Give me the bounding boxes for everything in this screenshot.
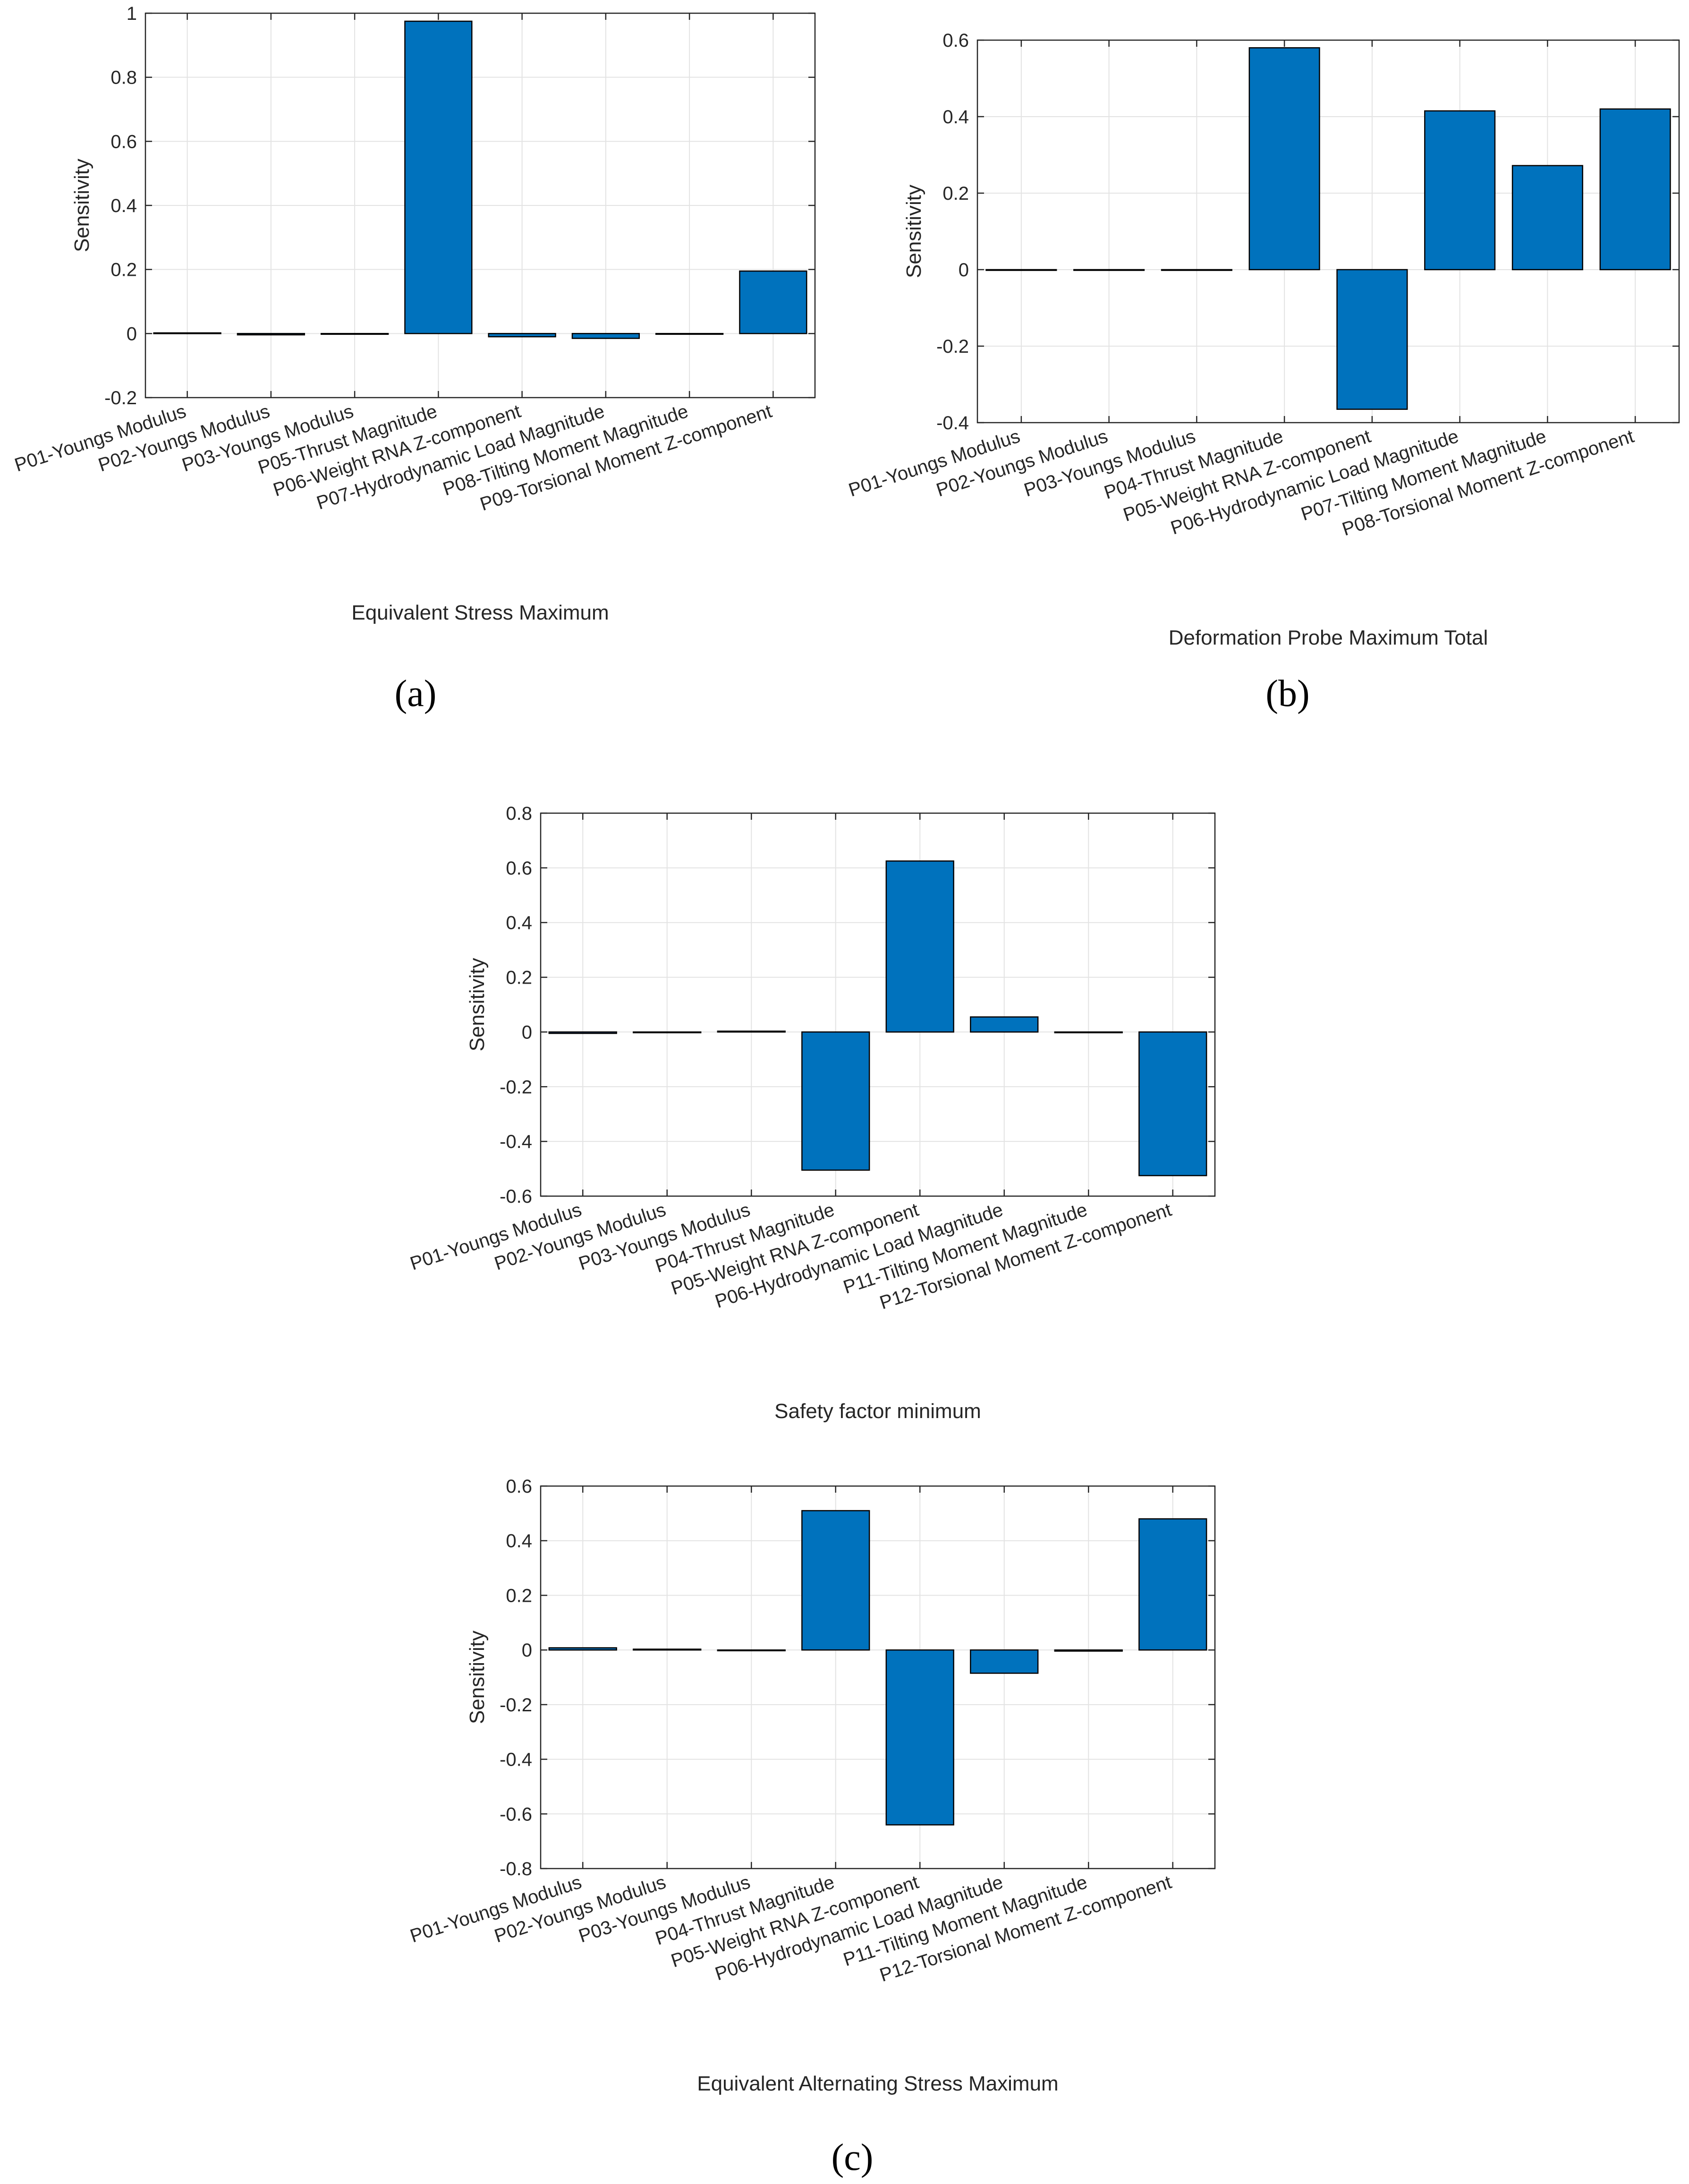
- panel-label-c: (c): [832, 2137, 874, 2178]
- bar-4: [1248, 47, 1320, 271]
- y-axis-label: Sensitivity: [466, 958, 489, 1051]
- bar-7: [1511, 165, 1583, 271]
- y-tick-label: 0.4: [506, 1531, 532, 1552]
- y-tick-label: -0.2: [500, 1695, 532, 1716]
- x-axis-label: Safety factor minimum: [774, 1400, 981, 1423]
- y-tick-label: 0.4: [506, 913, 532, 934]
- y-tick-label: 0.6: [942, 30, 969, 51]
- bar-2: [237, 333, 306, 336]
- bar-2: [633, 1031, 702, 1034]
- y-tick-label: 0.4: [942, 107, 969, 127]
- y-tick-label: 1: [127, 3, 137, 24]
- y-tick-label: 0.6: [110, 131, 137, 152]
- bar-5: [885, 860, 954, 1033]
- axes-box: [540, 1485, 1216, 1870]
- bar-7: [1054, 1031, 1123, 1034]
- bar-5: [1336, 269, 1408, 410]
- y-axis-label: Sensitivity: [70, 159, 93, 252]
- bar-7: [1054, 1649, 1123, 1652]
- y-tick-label: -0.4: [500, 1750, 532, 1770]
- bar-1: [548, 1647, 617, 1651]
- plot-area: [541, 1486, 1215, 1869]
- bar-1: [985, 269, 1057, 271]
- y-tick-label: -0.2: [500, 1077, 532, 1097]
- y-tick-label: 0: [127, 323, 137, 344]
- axes-box: [976, 39, 1680, 424]
- bar-6: [1424, 110, 1496, 271]
- bar-1: [548, 1031, 617, 1034]
- y-tick-label: -0.6: [500, 1186, 532, 1207]
- y-tick-label: -0.8: [500, 1859, 532, 1879]
- y-tick-label: -0.4: [936, 413, 969, 433]
- bar-6: [970, 1649, 1039, 1674]
- y-tick-label: -0.4: [500, 1131, 532, 1152]
- y-tick-label: 0: [959, 260, 969, 280]
- y-tick-label: -0.2: [936, 336, 969, 357]
- x-axis-label: Equivalent Stress Maximum: [351, 601, 609, 624]
- x-axis-label: Equivalent Alternating Stress Maximum: [697, 2072, 1058, 2095]
- bar-4: [404, 20, 473, 334]
- bar-3: [717, 1649, 786, 1651]
- y-tick-label: 0.2: [942, 183, 969, 204]
- bar-6: [970, 1016, 1039, 1033]
- bar-3: [717, 1030, 786, 1033]
- panel-label-a: (a): [395, 673, 437, 714]
- y-tick-label: 0.4: [110, 195, 137, 216]
- y-tick-label: 0.2: [506, 1585, 532, 1606]
- bar-8: [1138, 1031, 1207, 1176]
- bar-1: [153, 332, 221, 334]
- y-axis-label: Sensitivity: [466, 1631, 489, 1724]
- y-tick-label: 0: [522, 1022, 532, 1043]
- bar-4: [801, 1031, 870, 1171]
- y-tick-label: 0.8: [110, 68, 137, 88]
- y-tick-label: 0.6: [506, 1476, 532, 1497]
- bar-2: [633, 1649, 702, 1651]
- bar-8: [1599, 108, 1671, 271]
- y-axis-label: Sensitivity: [902, 185, 925, 278]
- axes-box: [540, 812, 1216, 1197]
- bar-8: [739, 270, 807, 334]
- y-tick-label: 0.6: [506, 858, 532, 879]
- bar-5: [885, 1649, 954, 1826]
- bar-8: [1138, 1518, 1207, 1651]
- y-tick-label: 0.2: [110, 260, 137, 280]
- y-tick-label: 0.8: [506, 803, 532, 824]
- panel-label-b: (b): [1265, 673, 1309, 714]
- y-tick-label: 0.2: [506, 968, 532, 988]
- bar-3: [320, 333, 389, 335]
- bar-4: [801, 1510, 870, 1651]
- bar-2: [1073, 269, 1145, 271]
- y-tick-label: -0.2: [104, 388, 137, 408]
- y-tick-label: -0.6: [500, 1804, 532, 1825]
- bar-3: [1161, 269, 1232, 271]
- bar-7: [655, 333, 724, 335]
- bar-6: [571, 333, 640, 339]
- plot-area: [541, 813, 1215, 1196]
- y-tick-label: 0: [522, 1640, 532, 1661]
- x-axis-label: Deformation Probe Maximum Total: [1169, 626, 1488, 649]
- bar-5: [488, 333, 556, 338]
